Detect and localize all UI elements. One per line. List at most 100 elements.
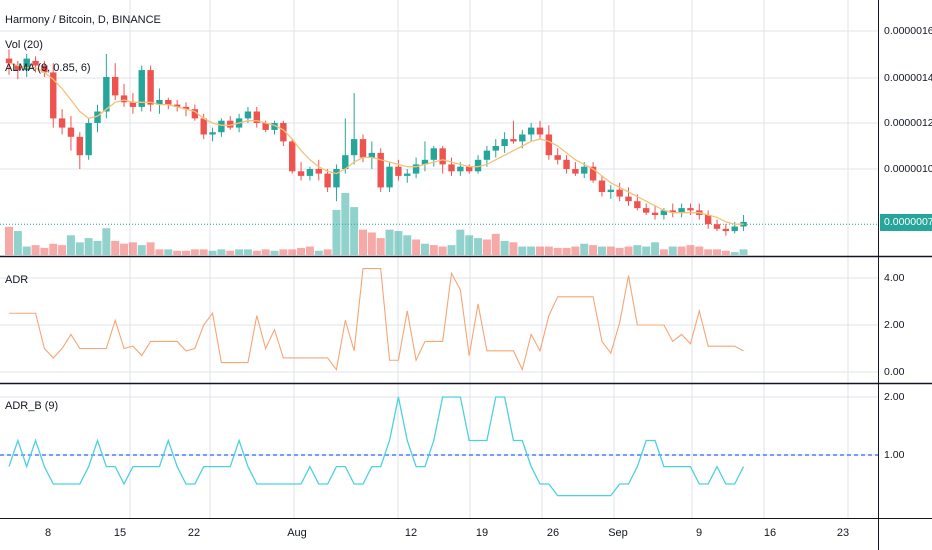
volume-bar-28: [252, 250, 261, 255]
candle-body-75: [669, 210, 676, 213]
volume-bar-52: [465, 235, 474, 255]
candle-body-25: [227, 120, 234, 128]
volume-bar-83: [739, 249, 748, 255]
volume-bar-18: [164, 249, 173, 255]
candle-body-52: [466, 166, 473, 172]
candle-body-39: [350, 139, 358, 156]
adrb-line: [8, 396, 745, 497]
x-tick-10: 23: [836, 527, 850, 539]
volume-bar-61: [544, 246, 553, 255]
x-tick-7: Sep: [608, 527, 628, 539]
volume-bar-66: [589, 245, 598, 255]
volume-bar-76: [677, 246, 686, 255]
candle-body-53: [474, 159, 482, 172]
volume-bar-32: [288, 249, 297, 255]
volume-bar-11: [102, 228, 111, 255]
symbol-title: Harmony / Bitcoin, D, BINANCE: [5, 14, 161, 26]
volume-bar-8: [75, 242, 84, 255]
volume-bar-51: [456, 229, 465, 255]
volume-bar-72: [642, 246, 651, 255]
candle-body-64: [572, 169, 579, 174]
x-tick-0: 8: [44, 527, 52, 539]
candle-body-5: [50, 72, 57, 119]
candle-body-29: [262, 123, 269, 130]
candle-body-7: [67, 127, 75, 137]
candle-body-47: [421, 159, 429, 165]
candle-body-13: [120, 95, 128, 103]
volume-bar-48: [429, 245, 438, 255]
candle-body-21: [191, 109, 199, 119]
candle-body-82: [731, 226, 738, 232]
volume-bar-37: [332, 209, 341, 255]
volume-bar-71: [633, 245, 642, 255]
volume-bar-0: [5, 226, 13, 255]
volume-bar-39: [350, 207, 359, 255]
volume-bar-22: [199, 249, 208, 255]
candle-body-73: [651, 212, 659, 215]
candle-body-81: [722, 228, 730, 232]
candle-body-20: [182, 106, 190, 110]
last-price-badge: 0.00000076: [880, 214, 932, 231]
adrb-tick-0: 2.00: [884, 391, 905, 403]
volume-bar-19: [173, 250, 182, 255]
volume-bar-42: [376, 238, 385, 255]
volume-bar-62: [553, 247, 562, 255]
volume-bar-64: [571, 246, 580, 255]
candle-body-17: [156, 100, 163, 105]
volume-bar-27: [243, 249, 252, 255]
volume-bar-67: [597, 246, 606, 255]
candle-body-54: [483, 150, 491, 160]
volume-bar-43: [385, 229, 394, 255]
candle-body-74: [660, 210, 668, 215]
candle-body-61: [545, 134, 553, 156]
candle-body-10: [94, 111, 101, 123]
candle-body-79: [704, 215, 712, 225]
candle-body-4: [41, 65, 48, 73]
adr-tick-1: 2.00: [884, 319, 905, 331]
candle-body-49: [439, 148, 446, 165]
candle-body-36: [324, 173, 331, 188]
volume-bar-70: [624, 246, 633, 255]
volume-bar-10: [93, 240, 102, 255]
candle-body-57: [510, 139, 517, 142]
candle-body-28: [253, 111, 260, 123]
candle-body-43: [386, 166, 393, 188]
candle-body-24: [218, 120, 225, 133]
volume-bar-34: [305, 246, 314, 255]
candle-body-60: [536, 127, 544, 135]
candle-body-8: [76, 136, 83, 156]
volume-bar-73: [651, 242, 660, 255]
candle-body-16: [147, 70, 154, 105]
volume-bar-36: [323, 249, 332, 255]
volume-bar-6: [58, 245, 67, 255]
candle-body-59: [527, 127, 535, 135]
volume-bar-49: [438, 246, 447, 255]
candle-body-48: [430, 148, 437, 160]
candle-body-14: [129, 102, 137, 107]
candle-body-41: [368, 152, 376, 158]
volume-bar-55: [491, 233, 500, 255]
x-tick-2: 22: [187, 527, 201, 539]
candle-body-30: [271, 123, 278, 130]
candle-body-18: [165, 100, 172, 105]
volume-bar-12: [111, 240, 120, 255]
volume-bar-7: [66, 235, 75, 255]
volume-bar-78: [695, 246, 704, 255]
volume-bar-13: [120, 243, 129, 255]
candle-body-45: [404, 173, 411, 176]
x-tick-9: 16: [763, 527, 777, 539]
adr-line: [9, 268, 744, 372]
candle-body-56: [501, 139, 508, 146]
candle-body-65: [581, 166, 588, 174]
volume-bar-3: [31, 245, 40, 255]
volume-bar-5: [49, 243, 58, 255]
volume-bar-47: [420, 243, 429, 255]
volume-bar-14: [128, 242, 137, 255]
volume-bar-63: [562, 247, 571, 255]
candle-body-31: [280, 123, 287, 142]
candle-body-69: [616, 189, 623, 197]
